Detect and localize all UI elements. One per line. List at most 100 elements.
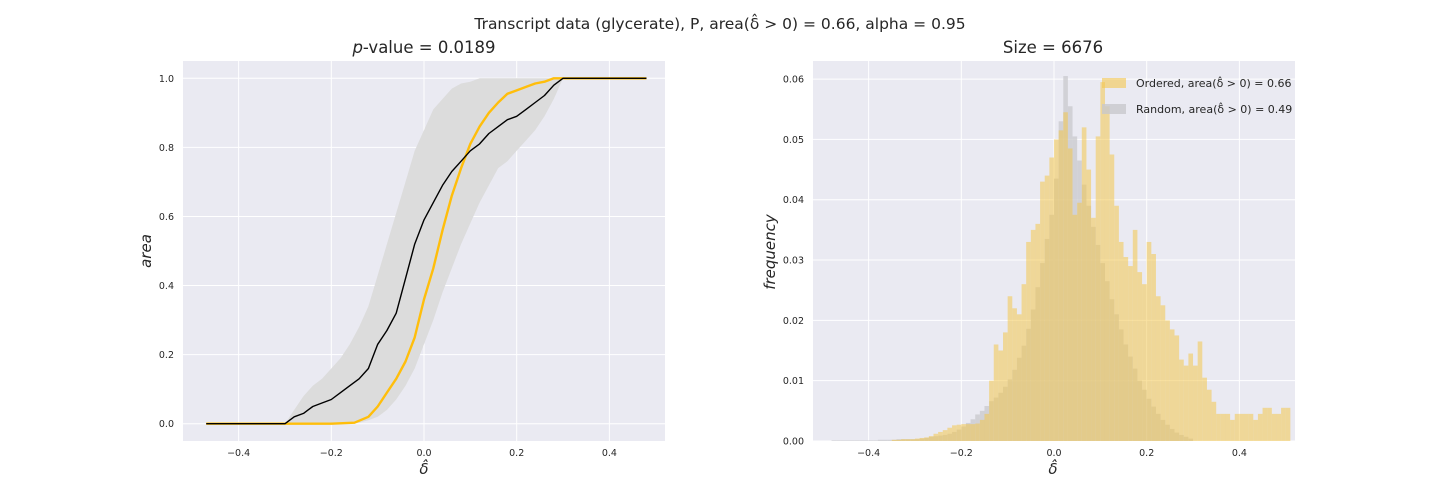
legend-random: Random, area(δ̂ > 0) = 0.49: [1102, 102, 1292, 116]
y-tick-label: 0.02: [783, 316, 804, 327]
ordered-hist-bar: [1026, 241, 1031, 441]
ordered-hist-bar: [1248, 413, 1254, 441]
ordered-hist-bar: [979, 419, 985, 441]
ordered-hist-bar: [1132, 229, 1138, 441]
random-hist-bar: [840, 440, 846, 441]
ordered-hist-bar: [1197, 341, 1203, 441]
random-hist-bar: [836, 440, 841, 441]
x-tick-label: −0.4: [857, 448, 880, 459]
cdf-panel: −0.4 −0.2 0.0 0.2 0.4 0.0 0.2 0.4 0.6 0.8 1.0 p-va…: [137, 38, 665, 478]
y-tick-label: 0.05: [783, 135, 804, 146]
random-hist-bar: [877, 439, 883, 441]
ordered-hist-bar: [1086, 169, 1092, 441]
cdf-title-p: p: [351, 38, 362, 57]
y-tick-label: 0.2: [159, 350, 174, 361]
ordered-hist-bar: [1142, 284, 1147, 441]
ordered-hist-bar: [1063, 112, 1068, 442]
ordered-hist-bar: [952, 425, 957, 441]
ordered-hist-bar: [1257, 413, 1263, 441]
ordered-hist-bar: [1137, 272, 1143, 441]
y-tick-label: 0.4: [159, 281, 174, 292]
random-hist-bar: [845, 440, 851, 441]
legend-ordered: Ordered, area(δ̂ > 0) = 0.66: [1102, 76, 1292, 90]
histogram-legend: Ordered, area(δ̂ > 0) = 0.66 Random, area…: [1102, 76, 1292, 116]
ordered-hist-bar: [1077, 202, 1082, 441]
ordered-hist-bar: [1012, 308, 1017, 441]
legend-label: Random, area(δ̂ > 0) = 0.49: [1136, 102, 1292, 116]
random-hist-bar: [882, 439, 888, 441]
histogram-y-axis-label: frequency: [761, 213, 779, 290]
y-tick-label: 0.03: [783, 256, 804, 267]
ordered-hist-bar: [1035, 223, 1041, 441]
ordered-hist-bar: [993, 344, 999, 441]
random-hist-bar: [887, 439, 892, 441]
ordered-hist-bar: [1128, 266, 1133, 441]
ordered-cdf-line: [206, 77, 647, 425]
figure-suptitle: Transcript data (glycerate), P, area(δ̂ …: [473, 13, 965, 33]
ordered-hist-bar: [1054, 139, 1059, 441]
random-hist-bar: [868, 440, 874, 441]
ordered-hist-bar: [938, 431, 943, 441]
ordered-hist-bar: [1160, 305, 1166, 441]
y-tick-label: 0.8: [159, 143, 174, 154]
x-tick-label: 0.2: [509, 448, 524, 459]
x-tick-label: 0.4: [1232, 448, 1247, 459]
ordered-hist-bar: [924, 437, 929, 441]
ordered-hist-bar: [947, 427, 953, 441]
ordered-hist-bar: [891, 439, 897, 441]
ordered-hist-bar: [1003, 332, 1008, 441]
ordered-hist-bar: [975, 423, 980, 441]
x-tick-label: 0.0: [416, 448, 431, 459]
ordered-hist-bar: [1040, 181, 1045, 441]
ordered-hist-bar: [1067, 148, 1073, 441]
ordered-hist-bar: [1281, 407, 1286, 441]
ordered-hist-bar: [942, 430, 948, 441]
ordered-hist-bar: [1058, 130, 1064, 441]
ordered-hist-bar: [1021, 284, 1027, 441]
confidence-band: [206, 78, 647, 424]
ordered-hist-bar: [1244, 413, 1249, 441]
ordered-hist-bar: [1202, 377, 1207, 441]
ordered-hist-bar: [905, 439, 911, 441]
y-tick-label: 1.0: [159, 74, 174, 85]
ordered-hist-bar: [1146, 241, 1152, 441]
ordered-hist-bar: [1044, 175, 1050, 441]
ordered-hist-bar: [1193, 365, 1198, 441]
cdf-x-axis-label: δ̂: [419, 458, 428, 478]
ordered-hist-bar: [1267, 407, 1272, 441]
ordered-hist-bar: [910, 439, 915, 441]
ordered-hist-bar: [1179, 359, 1184, 441]
ordered-hist-bar: [901, 439, 906, 441]
ordered-hist-bar: [1118, 241, 1124, 441]
ordered-hist-bar: [1007, 296, 1013, 441]
ordered-hist-bar: [1225, 413, 1231, 441]
histogram-plot-area: [831, 76, 1291, 442]
ordered-hist-bar: [1216, 413, 1221, 441]
ordered-hist-bar: [1174, 335, 1180, 441]
y-tick-label: 0.01: [783, 376, 804, 387]
random-hist-bar: [831, 440, 837, 441]
ordered-hist-bar: [1230, 419, 1235, 441]
y-tick-label: 0.0: [159, 419, 174, 430]
ordered-hist-bar: [1234, 413, 1240, 441]
ordered-hist-bar: [1081, 127, 1087, 441]
legend-swatch: [1102, 78, 1126, 88]
ordered-hist-bar: [1151, 254, 1156, 441]
x-tick-label: 0.4: [602, 448, 617, 459]
random-hist-bar: [863, 440, 869, 441]
x-tick-label: 0.2: [1139, 448, 1154, 459]
ordered-hist-bar: [1183, 365, 1189, 441]
ordered-hist-bar: [998, 350, 1004, 441]
ordered-hist-bar: [1095, 136, 1101, 441]
ordered-hist-bar: [1285, 407, 1291, 441]
histogram-x-axis-label: δ̂: [1048, 458, 1057, 478]
histogram-panel: −0.4 −0.2 0.0 0.2 0.4 0.00 0.01 0.02 0.03 0.04 0.0…: [761, 38, 1295, 478]
random-hist-bar: [859, 440, 864, 441]
y-tick-label: 0.00: [783, 437, 804, 448]
cdf-y-axis-label: area: [137, 234, 155, 268]
ordered-hist-bar: [1016, 314, 1022, 441]
cdf-title-rest: -value = 0.0189: [363, 38, 496, 57]
y-tick-label: 0.04: [783, 195, 804, 206]
ordered-hist-bar: [1253, 419, 1258, 441]
y-tick-label: 0.6: [159, 212, 174, 223]
